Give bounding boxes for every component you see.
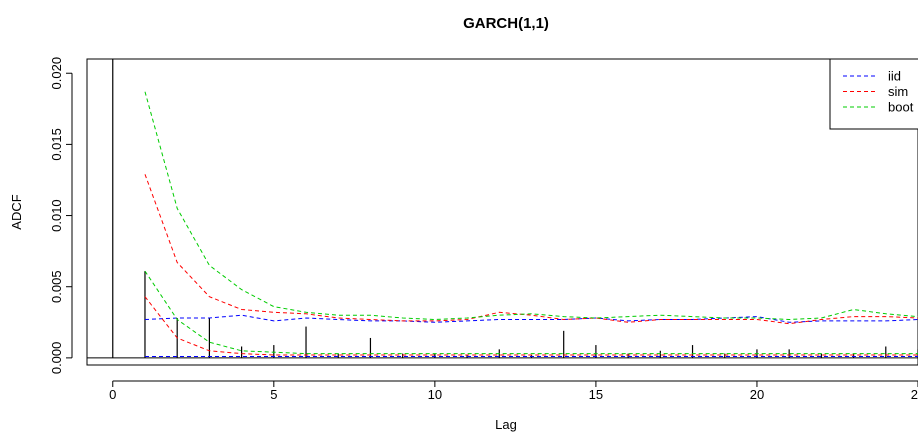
x-tick-label-5: 5 [270, 387, 277, 402]
legend-label-iid: iid [888, 69, 901, 84]
y-tick-label-0: 0.000 [49, 342, 64, 375]
legend-label-sim: sim [888, 84, 908, 99]
series-lines [144, 91, 918, 357]
legend-label-boot: boot [888, 100, 914, 115]
legend-box [829, 58, 918, 130]
y-tick-label-1: 0.005 [49, 270, 64, 303]
series-sim-lower [144, 296, 918, 356]
x-tick-label-10: 10 [428, 387, 442, 402]
plot-frame [86, 58, 918, 366]
x-tick-label-15: 15 [589, 387, 603, 402]
y-tick-label-2: 0.010 [49, 199, 64, 232]
x-axis-label: Lag [495, 417, 517, 432]
series-boot-lower [144, 270, 918, 355]
series-sim-upper [144, 174, 918, 325]
x-tick-label-25: 25 [911, 387, 918, 402]
y-axis-label: ADCF [9, 194, 24, 229]
chart-title: GARCH(1,1) [463, 15, 549, 32]
x-axis: 0 5 10 15 20 25 [109, 380, 918, 402]
y-tick-label-3: 0.015 [49, 128, 64, 161]
series-iid-upper [144, 314, 918, 323]
series-boot-upper [144, 91, 918, 321]
adcf-spikes [112, 59, 918, 358]
x-tick-label-0: 0 [109, 387, 116, 402]
x-tick-label-20: 20 [750, 387, 764, 402]
y-axis: 0.000 0.005 0.010 0.015 0.020 [49, 57, 73, 375]
y-tick-label-4: 0.020 [49, 57, 64, 90]
